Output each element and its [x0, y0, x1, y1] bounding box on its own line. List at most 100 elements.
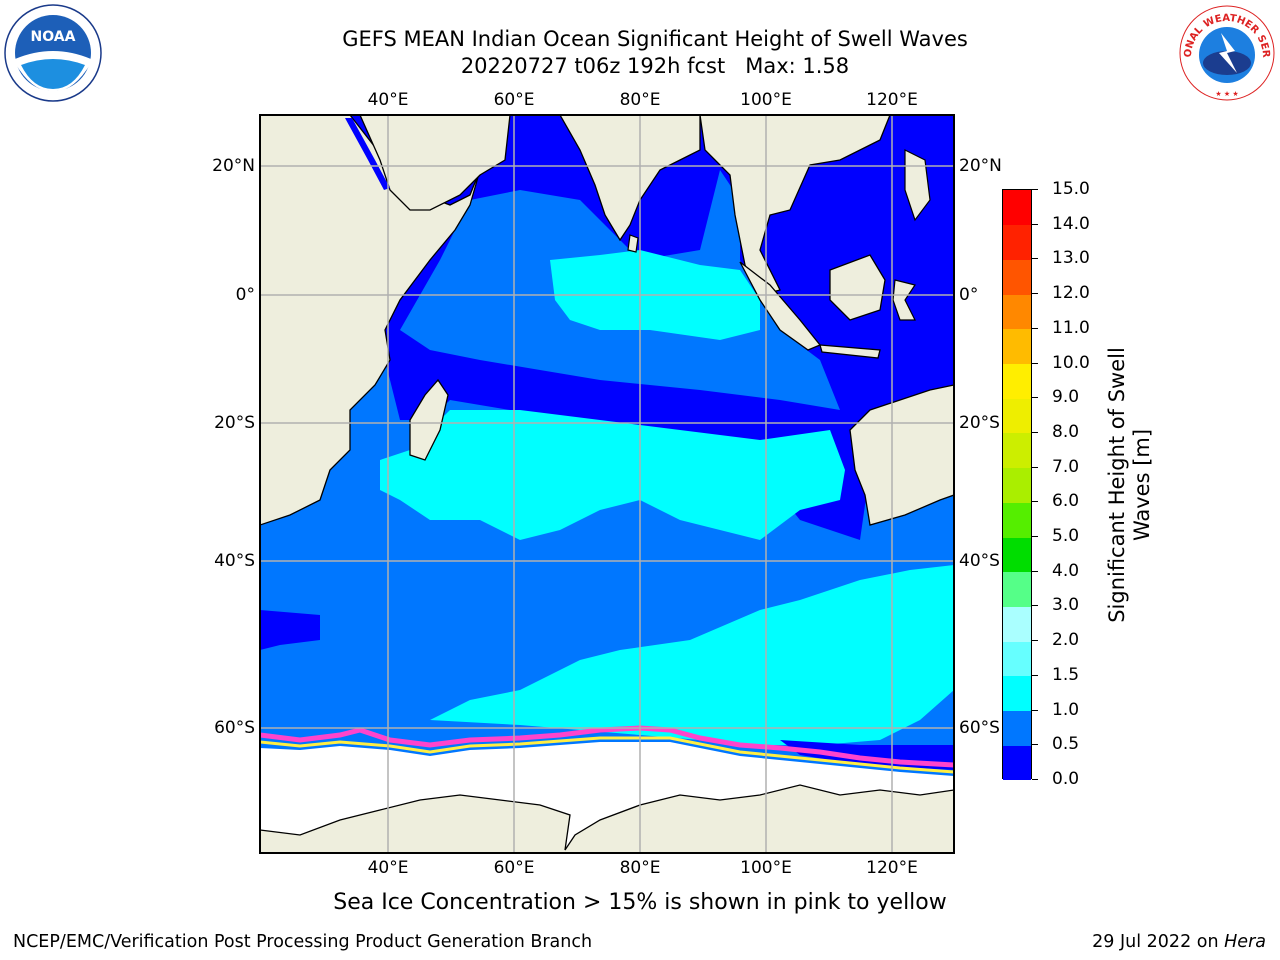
map-content [260, 115, 954, 853]
lon-tick-bottom-40e: 40°E [367, 858, 409, 878]
colorbar-tick [1032, 605, 1038, 607]
red-sea [345, 118, 390, 190]
lat-tick-right-20s: 20°S [959, 413, 1000, 433]
colorbar-tick [1032, 674, 1038, 676]
colorbar-title: Significant Height of Swell Waves [m] [1105, 347, 1155, 623]
land-java [819, 344, 881, 359]
map-frame [259, 114, 955, 854]
land-sri-lanka [627, 234, 639, 253]
svg-text:★ ★ ★: ★ ★ ★ [1215, 90, 1238, 98]
colorbar-segment [1003, 571, 1031, 607]
land-sumatra [739, 261, 822, 351]
lat-tick-left-40s: 40°S [214, 551, 255, 571]
land-india [559, 115, 701, 242]
lon-tick-top-60e: 60°E [493, 90, 535, 110]
noaa-logo: NOAA [4, 4, 102, 102]
colorbar-segment [1003, 259, 1031, 295]
land-madagascar [409, 378, 449, 461]
colorbar-segment [1003, 363, 1031, 399]
colorbar-tick-label: 5.0 [1052, 526, 1080, 547]
colorbar-tick [1032, 744, 1038, 746]
colorbar-segment [1003, 502, 1031, 538]
chart-title: GEFS MEAN Indian Ocean Significant Heigh… [180, 26, 1130, 80]
lon-tick-bottom-60e: 60°E [493, 858, 535, 878]
colorbar-tick [1032, 431, 1038, 433]
lat-tick-right-20n: 20°N [959, 156, 1002, 176]
lon-tick-top-120e: 120°E [866, 90, 918, 110]
footer-date-text: 29 Jul 2022 on [1092, 932, 1219, 952]
land-australia [849, 384, 954, 526]
title-line-1: GEFS MEAN Indian Ocean Significant Heigh… [342, 27, 968, 51]
sea-ice-edge-yellow [260, 736, 954, 774]
lon-tick-top-80e: 80°E [619, 90, 661, 110]
colorbar-tick [1032, 501, 1038, 503]
colorbar-segment [1003, 745, 1031, 781]
colorbar-tick [1032, 466, 1038, 468]
colorbar-tick-label: 9.0 [1052, 387, 1080, 408]
colorbar-segment [1003, 224, 1031, 260]
colorbar-tick [1032, 640, 1038, 642]
colorbar-tick [1032, 223, 1038, 225]
swell-band-1-1.5-subtropical [380, 410, 845, 540]
colorbar-tick-label: 8.0 [1052, 421, 1080, 442]
colorbar-tick-label: 3.0 [1052, 595, 1080, 616]
colorbar-tick [1032, 362, 1038, 364]
footer-date: 29 Jul 2022 on Hera [1092, 932, 1266, 952]
colorbar-tick [1032, 779, 1038, 780]
footer-credit: NCEP/EMC/Verification Post Processing Pr… [13, 932, 593, 952]
colorbar-tick [1032, 293, 1038, 295]
colorbar-tick-label: 2.0 [1052, 630, 1080, 651]
lat-tick-left-60s: 60°S [214, 718, 255, 738]
land-philippines [904, 149, 931, 222]
lat-tick-right-0: 0° [959, 285, 979, 305]
title-line-2: 20220727 t06z 192h fcst Max: 1.58 [460, 54, 850, 78]
land-arabia [359, 115, 511, 211]
lat-tick-left-0: 0° [235, 285, 255, 305]
nws-logo: NATIONAL WEATHER SERVICE ★ ★ ★ [1177, 3, 1275, 101]
colorbar-segment [1003, 190, 1031, 226]
footer-host: Hera [1224, 932, 1266, 952]
noaa-logo-text: NOAA [31, 29, 76, 45]
sea-ice-edge [260, 725, 954, 768]
lon-tick-bottom-80e: 80°E [619, 858, 661, 878]
lon-tick-bottom-100e: 100°E [740, 858, 792, 878]
colorbar-tick-label: 4.0 [1052, 560, 1080, 581]
colorbar-tick [1032, 258, 1038, 260]
colorbar-tick-label: 0.5 [1052, 734, 1080, 755]
colorbar-tick [1032, 397, 1038, 399]
lat-tick-left-20s: 20°S [214, 413, 255, 433]
lon-tick-top-40e: 40°E [367, 90, 409, 110]
colorbar-tick [1032, 189, 1038, 190]
lat-tick-right-40s: 40°S [959, 551, 1000, 571]
colorbar-segment [1003, 537, 1031, 573]
colorbar-segment [1003, 606, 1031, 642]
colorbar-tick [1032, 536, 1038, 538]
lat-tick-left-20n: 20°N [212, 156, 255, 176]
colorbar-tick-label: 10.0 [1052, 352, 1090, 373]
swell-band-1-1.5-southern [430, 565, 954, 745]
colorbar-segment [1003, 710, 1031, 746]
colorbar [1002, 189, 1032, 781]
swell-band-0-0.5-southwest [260, 610, 320, 650]
colorbar-title-line: Significant Height of Swell [1105, 347, 1129, 623]
colorbar-segment [1003, 294, 1031, 330]
colorbar-tick-label: 7.0 [1052, 456, 1080, 477]
colorbar-tick [1032, 327, 1038, 329]
colorbar-segment [1003, 398, 1031, 434]
colorbar-tick-label: 13.0 [1052, 248, 1090, 269]
colorbar-segment [1003, 641, 1031, 677]
colorbar-tick [1032, 709, 1038, 711]
colorbar-tick-label: 1.5 [1052, 664, 1080, 685]
colorbar-tick-label: 1.0 [1052, 699, 1080, 720]
colorbar-segment [1003, 328, 1031, 365]
colorbar-tick-label: 14.0 [1052, 213, 1090, 234]
lat-tick-right-60s: 60°S [959, 718, 1000, 738]
land-sulawesi [892, 279, 916, 321]
colorbar-segment [1003, 432, 1031, 469]
lon-tick-bottom-120e: 120°E [866, 858, 918, 878]
colorbar-tick-label: 0.0 [1052, 769, 1080, 789]
colorbar-tick [1032, 570, 1038, 572]
land-se-asia [699, 115, 891, 296]
colorbar-tick-label: 12.0 [1052, 283, 1090, 304]
colorbar-title-line: Waves [m] [1130, 428, 1154, 542]
